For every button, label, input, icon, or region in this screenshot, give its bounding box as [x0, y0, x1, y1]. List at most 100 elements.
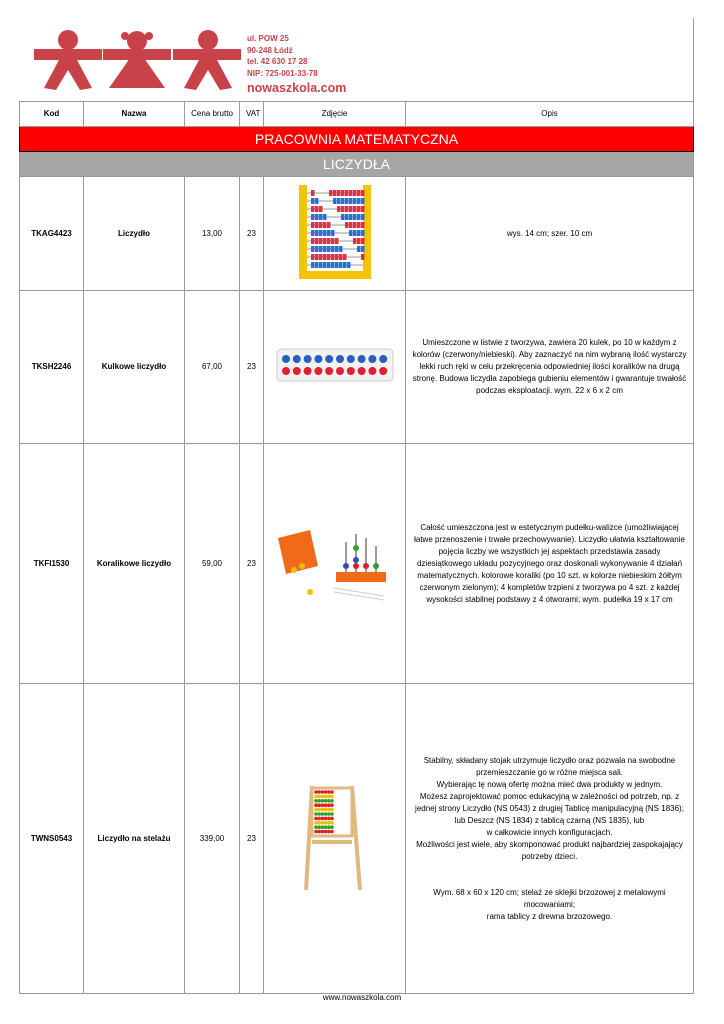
table-row: TKAG4423 Liczydło 13,00 23 wys. 14 cm; s…	[19, 176, 694, 291]
decor	[360, 221, 364, 228]
decor	[323, 829, 327, 833]
decor	[344, 221, 348, 228]
decor	[352, 221, 356, 228]
decor	[342, 253, 346, 260]
opis-line: Możliwości jest wiele, aby skomponować p…	[416, 839, 683, 861]
decor	[329, 789, 334, 794]
address-street: ul. POW 25	[247, 34, 289, 43]
decor	[314, 205, 318, 212]
decor	[352, 237, 356, 244]
opis-line: Wym. 68 x 60 x 120 cm; stelaż ze sklejki…	[433, 887, 666, 909]
decor	[323, 811, 327, 816]
decor	[318, 213, 322, 220]
decor	[316, 824, 321, 829]
opis: Całość umieszczona jest w estetycznym pu…	[405, 443, 694, 684]
decor	[313, 811, 318, 816]
decor	[346, 261, 350, 268]
decor	[329, 802, 334, 807]
decor	[356, 213, 360, 220]
decor	[340, 205, 344, 212]
decor	[348, 221, 352, 228]
decor	[326, 820, 331, 825]
decor	[356, 189, 360, 196]
kod: TKFI1530	[19, 443, 84, 684]
decor	[357, 355, 366, 363]
decor	[322, 229, 326, 236]
decor	[318, 237, 322, 244]
decor	[323, 816, 327, 820]
decor	[314, 253, 318, 260]
decor	[316, 789, 321, 794]
decor	[332, 197, 336, 204]
decor	[329, 807, 334, 811]
decor	[313, 794, 318, 798]
decor	[320, 794, 324, 798]
decor	[314, 221, 318, 228]
decor	[329, 798, 334, 803]
decor	[313, 807, 318, 811]
decor	[310, 237, 314, 244]
decor	[326, 253, 330, 260]
decor	[346, 367, 355, 375]
decor	[348, 197, 352, 204]
col-vat: VAT	[239, 101, 264, 127]
table-row: TWNS0543 Liczydło na stelażu 339,00 23 S…	[19, 683, 694, 994]
decor	[335, 367, 344, 375]
decor	[322, 253, 326, 260]
phone: tel. 42 630 17 28	[247, 57, 308, 66]
decor	[310, 205, 314, 212]
opis-line: Możesz zaprojektować pomoc edukacyjną w …	[415, 791, 684, 825]
opis: wys. 14 cm; szer. 10 cm	[405, 176, 694, 291]
decor	[334, 245, 338, 252]
decor	[281, 367, 290, 375]
category-title: LICZYDŁA	[19, 151, 694, 177]
vat: 23	[239, 443, 264, 684]
col-zdjecie: Zdjęcie	[263, 101, 406, 127]
decor	[340, 197, 344, 204]
decor	[360, 229, 364, 236]
website-link[interactable]: nowaszkola.com	[247, 81, 347, 95]
decor	[323, 807, 327, 811]
decor	[320, 820, 324, 825]
decor	[316, 820, 321, 825]
decor	[316, 798, 321, 803]
company-address: ul. POW 25 90-248 Łódź tel. 42 630 17 28…	[247, 33, 318, 79]
decor	[314, 197, 318, 204]
decor	[322, 245, 326, 252]
decor	[336, 205, 340, 212]
kod: TKSH2246	[19, 290, 84, 444]
decor	[344, 197, 348, 204]
decor	[313, 802, 318, 807]
decor	[344, 189, 348, 196]
header-row: Kod Nazwa Cena brutto VAT Zdjęcie Opis	[19, 101, 694, 127]
decor	[352, 189, 356, 196]
decor	[318, 221, 322, 228]
nazwa: Koralikowe liczydło	[83, 443, 185, 684]
decor	[329, 794, 334, 798]
product-image	[263, 290, 406, 444]
decor	[313, 355, 322, 363]
decor	[320, 807, 324, 811]
decor	[340, 213, 344, 220]
decor	[356, 221, 360, 228]
decor	[310, 189, 314, 196]
decor	[360, 205, 364, 212]
decor	[303, 367, 312, 375]
cena: 339,00	[184, 683, 240, 994]
decor	[329, 816, 334, 820]
nazwa: Liczydło	[83, 176, 185, 291]
decor	[326, 237, 330, 244]
decor	[356, 229, 360, 236]
decor	[344, 213, 348, 220]
decor	[356, 245, 360, 252]
decor	[310, 221, 314, 228]
page-border	[693, 18, 694, 993]
decor	[326, 245, 330, 252]
decor	[330, 253, 334, 260]
decor	[340, 189, 344, 196]
decor	[326, 789, 331, 794]
decor	[318, 261, 322, 268]
decor	[320, 802, 324, 807]
kod: TWNS0543	[19, 683, 84, 994]
decor	[323, 794, 327, 798]
